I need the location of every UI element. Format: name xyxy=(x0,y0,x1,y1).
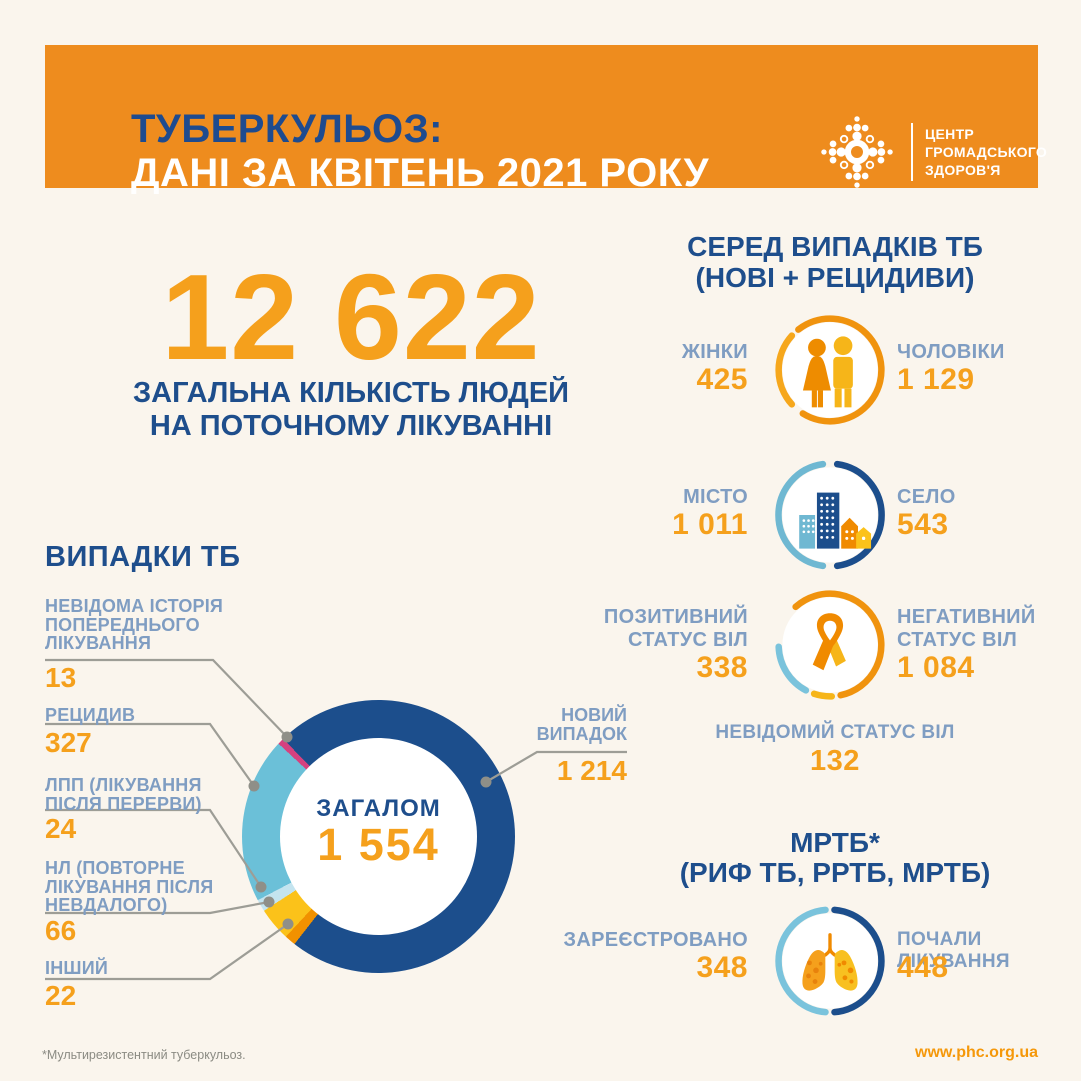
hiv-unknown-label: НЕВІДОМИЙ СТАТУС ВІЛ xyxy=(715,722,955,743)
hiv-unknown-value: 132 xyxy=(810,745,860,777)
website-link[interactable]: www.phc.org.ua xyxy=(915,1044,1038,1061)
city-value: 1 011 xyxy=(672,508,748,541)
donut-center-label: ЗАГАЛОМ xyxy=(316,795,441,822)
segment-value-relapse: 327 xyxy=(45,727,92,758)
segment-label-relapse: РЕЦИДИВ xyxy=(45,705,136,725)
awareness-ribbon-icon xyxy=(775,590,885,700)
women-value: 425 xyxy=(696,363,748,396)
page-title-line1: ТУБЕРКУЛЬОЗ: xyxy=(131,107,443,151)
segment-value-treatment-after-interruption: 24 xyxy=(45,813,77,844)
village-value: 543 xyxy=(897,508,949,541)
donut-hole xyxy=(280,738,477,935)
men-label: ЧОЛОВІКИ xyxy=(897,341,1005,363)
men-value: 1 129 xyxy=(897,363,975,396)
hiv-positive-label: ПОЗИТИВНИЙ СТАТУС ВІЛ xyxy=(603,606,748,651)
among-cases-title: СЕРЕД ВИПАДКІВ ТБ (НОВІ + РЕЦИДИВИ) xyxy=(687,231,983,293)
segment-label-other: ІНШИЙ xyxy=(45,958,108,978)
hiv-positive-value: 338 xyxy=(696,651,748,684)
gender-icon xyxy=(775,315,885,425)
village-label: СЕЛО xyxy=(897,486,956,508)
segment-value-new-case: 1 214 xyxy=(556,755,627,786)
mdr-registered-label: ЗАРЕЄСТРОВАНО xyxy=(563,929,748,951)
logo-separator xyxy=(911,123,913,181)
city-buildings-icon xyxy=(775,460,885,570)
phc-logo-icon xyxy=(821,116,893,188)
segment-label-new-case: НОВИЙ ВИПАДОК xyxy=(536,705,627,744)
total-on-treatment-value: 12 622 xyxy=(161,249,541,385)
donut-center-value: 1 554 xyxy=(317,819,440,870)
city-label: МІСТО xyxy=(683,486,748,508)
segment-label-retreatment-after-failure: НЛ (ПОВТОРНЕ ЛІКУВАННЯ ПІСЛЯ НЕВДАЛОГО) xyxy=(45,858,214,915)
header-banner: ТУБЕРКУЛЬОЗ: ДАНІ ЗА КВІТЕНЬ 2021 РОКУ xyxy=(45,45,1047,195)
mdr-footnote: *Мультирезистентний туберкульоз. xyxy=(42,1048,246,1062)
segment-value-unknown-history: 13 xyxy=(45,662,77,693)
hiv-negative-label: НЕГАТИВНИЙ СТАТУС ВІЛ xyxy=(897,606,1036,651)
mdr-started-value: 448 xyxy=(897,951,949,984)
lungs-icon xyxy=(775,906,885,1016)
segment-value-retreatment-after-failure: 66 xyxy=(45,915,77,946)
hiv-negative-value: 1 084 xyxy=(897,651,975,684)
mdr-title: МРТБ* (РИФ ТБ, РРТБ, МРТБ) xyxy=(679,827,991,888)
women-label: ЖІНКИ xyxy=(681,341,748,363)
tb-cases-title: ВИПАДКИ ТБ xyxy=(45,541,241,573)
segment-value-other: 22 xyxy=(45,980,77,1011)
logo-wordmark: ЦЕНТР ГРОМАДСЬКОГО ЗДОРОВ'Я xyxy=(925,126,1048,178)
segment-label-treatment-after-interruption: ЛПП (ЛІКУВАННЯ ПІСЛЯ ПЕРЕРВИ) xyxy=(45,775,202,814)
page-title-line2: ДАНІ ЗА КВІТЕНЬ 2021 РОКУ xyxy=(131,151,709,195)
total-on-treatment-label: ЗАГАЛЬНА КІЛЬКІСТЬ ЛЮДЕЙ НА ПОТОЧНОМУ ЛІ… xyxy=(132,377,570,442)
mdr-started-label: ПОЧАЛИ ЛІКУВАННЯ xyxy=(897,929,1010,972)
mdr-registered-value: 348 xyxy=(696,951,748,984)
segment-label-unknown-history: НЕВІДОМА ІСТОРІЯ ПОПЕРЕДНЬОГО ЛІКУВАННЯ xyxy=(45,596,224,653)
